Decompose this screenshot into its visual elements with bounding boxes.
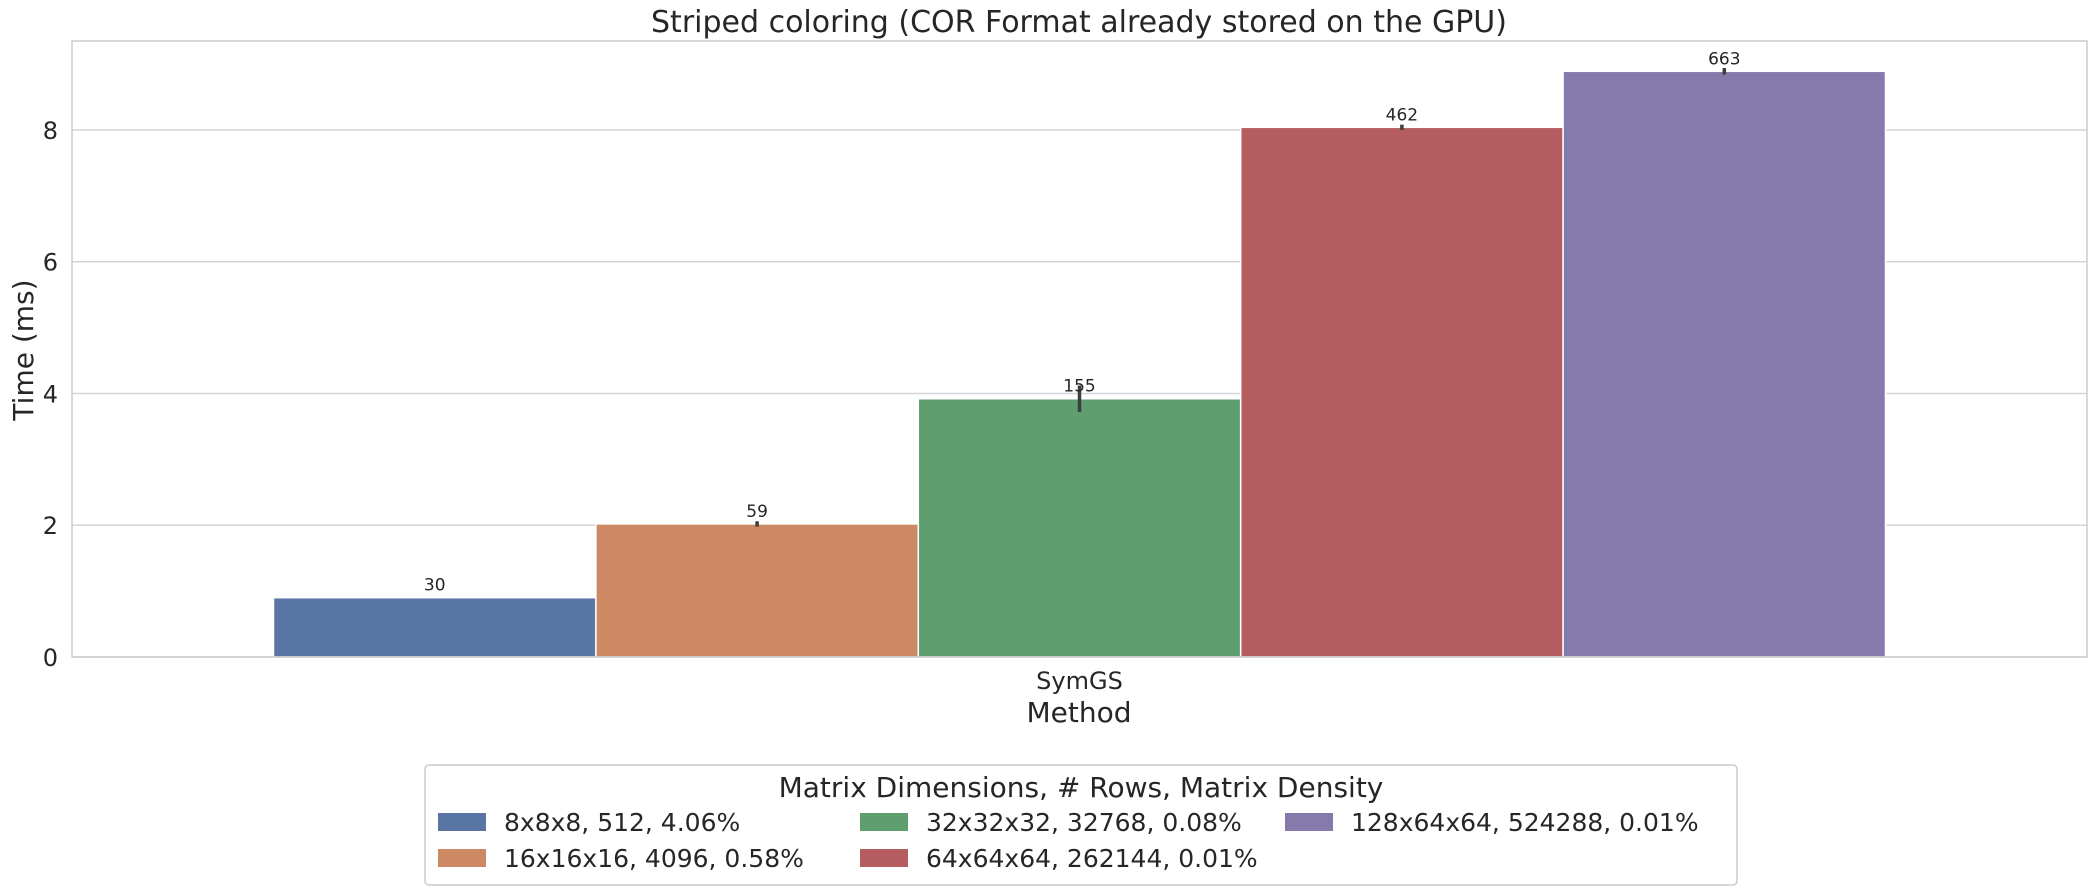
bar-3 [917, 397, 1242, 658]
bar-1 [272, 596, 597, 658]
y-tick-label: 6 [43, 249, 58, 277]
bar-5 [1562, 70, 1887, 658]
legend-swatch-2 [438, 849, 486, 867]
x-axis-label: Method [1026, 696, 1131, 729]
bar-4 [1239, 126, 1564, 658]
chart-title: Striped coloring (COR Format already sto… [651, 5, 1507, 40]
x-tick-labels: SymGS [1036, 667, 1123, 695]
legend-swatch-1 [438, 813, 486, 831]
bar-value-label-5: 663 [1708, 49, 1740, 69]
bars [272, 70, 1887, 658]
y-tick-label: 4 [43, 380, 58, 408]
plot-frame [71, 40, 2088, 658]
y-tick-label: 8 [43, 117, 58, 145]
legend-swatch-3 [860, 813, 908, 831]
y-tick-labels: 0 2 4 6 8 [43, 117, 58, 672]
bar-labels: 30 59 155 462 663 [424, 49, 1741, 595]
bar-value-label-4: 462 [1386, 105, 1418, 125]
legend-label-3: 32x32x32, 32768, 0.08% [926, 808, 1242, 837]
bar-value-label-1: 30 [424, 576, 446, 596]
legend-label-1: 8x8x8, 512, 4.06% [504, 808, 740, 837]
legend-label-2: 16x16x16, 4096, 0.58% [504, 844, 804, 873]
legend-swatch-4 [860, 849, 908, 867]
error-bars [755, 68, 1727, 527]
y-tick-label: 0 [43, 644, 58, 672]
bar-value-label-2: 59 [746, 502, 768, 522]
bar-value-label-3: 155 [1063, 377, 1095, 397]
legend-label-4: 64x64x64, 262144, 0.01% [926, 844, 1258, 873]
legend-swatch-5 [1285, 813, 1333, 831]
legend: Matrix Dimensions, # Rows, Matrix Densit… [424, 764, 1738, 886]
legend-label-5: 128x64x64, 524288, 0.01% [1351, 808, 1699, 837]
legend-frame [424, 764, 1738, 886]
x-tick-label: SymGS [1036, 667, 1123, 695]
y-tick-label: 2 [43, 512, 58, 540]
y-axis-label: Time (ms) [7, 279, 40, 421]
legend-title: Matrix Dimensions, # Rows, Matrix Densit… [779, 771, 1384, 804]
bar-2 [595, 523, 920, 658]
legend-items: 8x8x8, 512, 4.06% 16x16x16, 4096, 0.58% 32… [438, 808, 1699, 873]
